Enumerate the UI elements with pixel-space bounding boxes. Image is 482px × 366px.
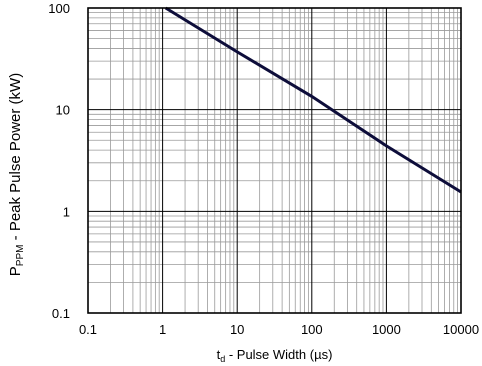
y-tick-labels: 0.1 1 10 100 xyxy=(48,1,70,321)
y-axis-label-sub: PPM xyxy=(15,245,26,267)
x-tick-label: 0.1 xyxy=(79,322,97,337)
x-tick-label: 1 xyxy=(159,322,166,337)
x-axis-label: td - Pulse Width (µs) xyxy=(217,347,333,364)
major-grid xyxy=(88,8,461,313)
x-tick-label: 1000 xyxy=(372,322,401,337)
x-axis-label-main: t xyxy=(217,347,221,362)
x-tick-label: 100 xyxy=(301,322,323,337)
x-axis-label-rest: - Pulse Width (µs) xyxy=(225,347,332,362)
x-tick-label: 10 xyxy=(230,322,244,337)
y-axis-label-main: P xyxy=(7,266,24,276)
minor-grid xyxy=(88,8,461,313)
y-axis-label: PPPM - Peak Pulse Power (kW) xyxy=(7,73,26,276)
y-tick-label: 100 xyxy=(48,1,70,16)
x-axis-label-sub: d xyxy=(220,354,225,364)
y-axis-label-rest: - Peak Pulse Power (kW) xyxy=(7,73,24,245)
x-tick-label: 10000 xyxy=(443,322,479,337)
x-tick-labels: 0.1 1 10 100 1000 10000 xyxy=(79,322,479,337)
y-tick-label: 1 xyxy=(63,204,70,219)
y-tick-label: 0.1 xyxy=(52,306,70,321)
y-tick-label: 10 xyxy=(56,103,70,118)
series-line xyxy=(164,6,462,194)
plot-frame xyxy=(87,7,462,314)
series-layer xyxy=(164,6,462,194)
